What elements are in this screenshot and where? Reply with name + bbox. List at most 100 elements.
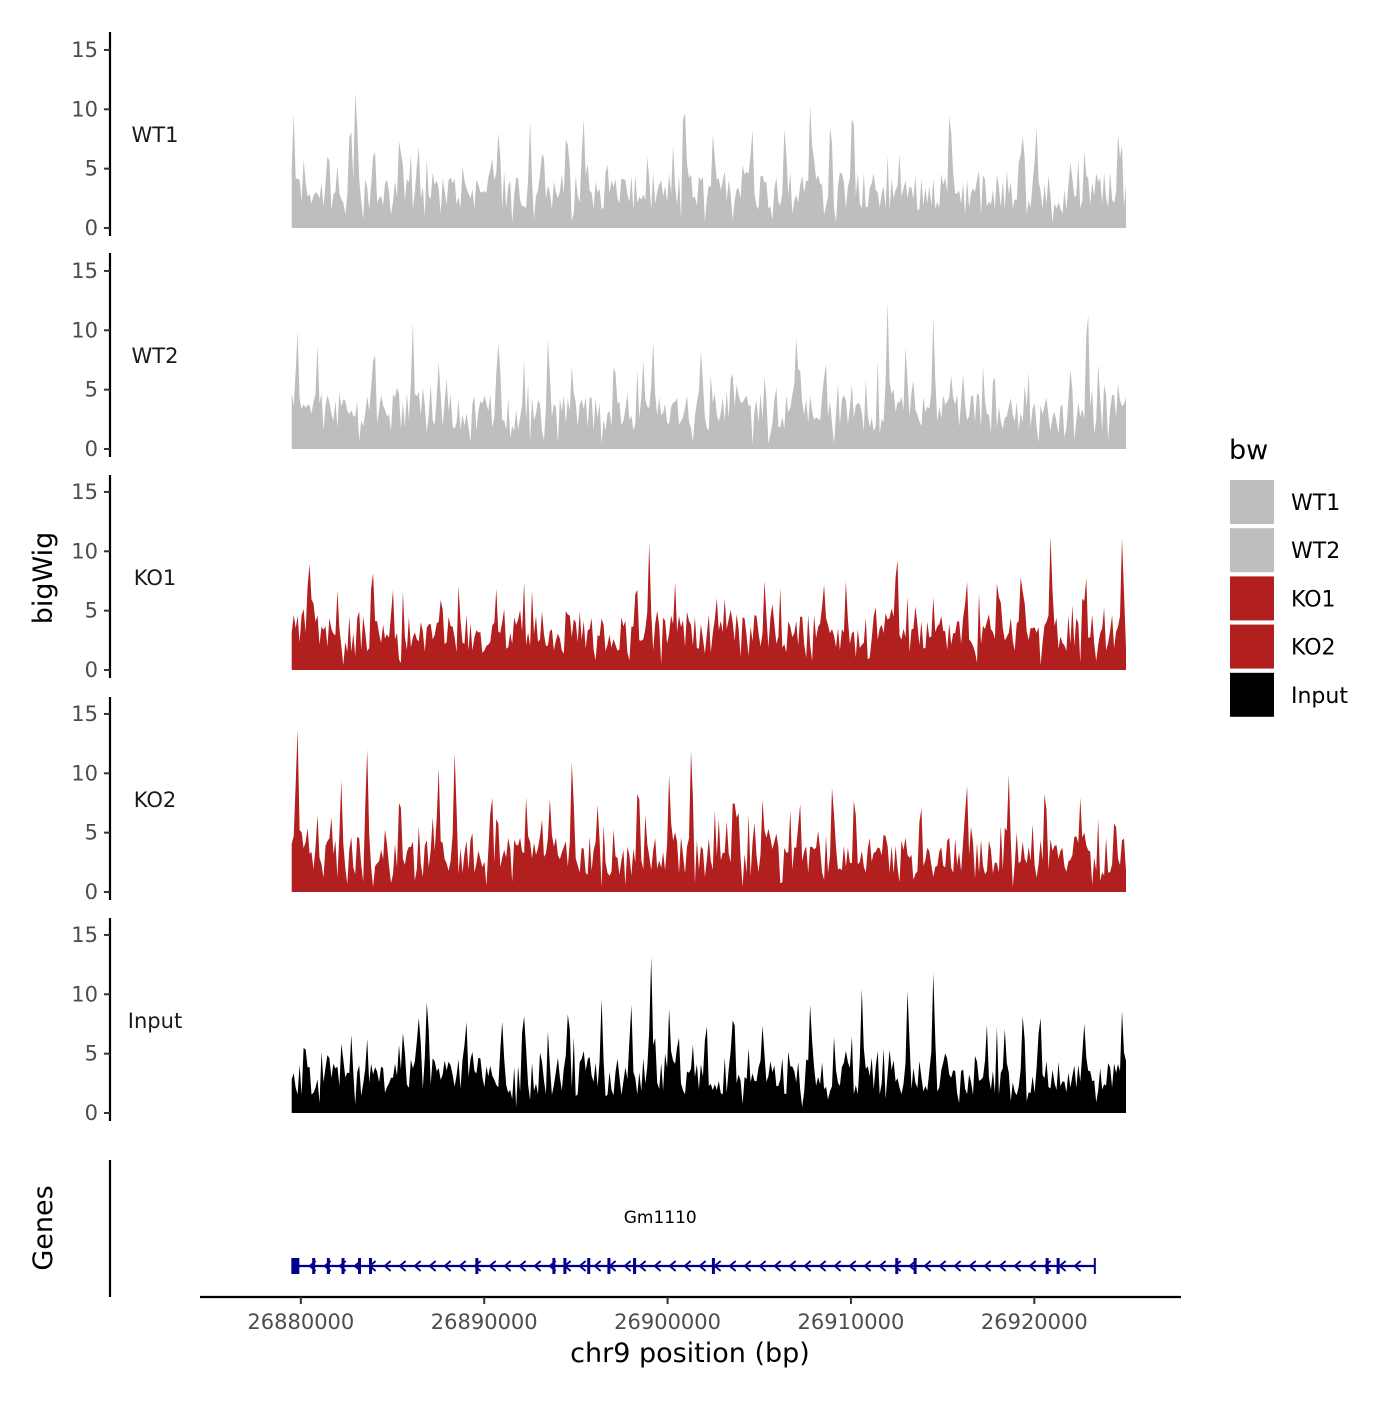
strand-arrow xyxy=(878,1260,887,1272)
track-area-wt2 xyxy=(291,301,1126,449)
legend-label-input: Input xyxy=(1291,684,1348,709)
strand-arrow xyxy=(653,1260,662,1272)
gene-exon xyxy=(1056,1258,1060,1274)
gene-exon xyxy=(607,1258,611,1274)
track-area-input xyxy=(291,957,1126,1113)
gene-exon xyxy=(369,1258,373,1274)
strand-arrow xyxy=(503,1260,512,1272)
gene-track: Gm1110 xyxy=(291,1208,1096,1274)
strand-arrow xyxy=(1028,1260,1037,1272)
gene-exon xyxy=(895,1258,899,1274)
legend-label-wt1: WT1 xyxy=(1291,491,1340,516)
strand-arrow xyxy=(833,1260,842,1272)
strand-arrow xyxy=(998,1260,1007,1272)
strand-arrow xyxy=(923,1260,932,1272)
track-wt2: WT2 xyxy=(132,301,1126,449)
gene-exon xyxy=(913,1258,917,1274)
y-axis-title: bigWig xyxy=(28,532,59,625)
y-tick-label: 10 xyxy=(71,539,98,563)
y-tick-label: 15 xyxy=(71,259,98,283)
x-tick-label: 26900000 xyxy=(614,1310,721,1334)
gene-exon xyxy=(358,1258,362,1274)
genes-lane-label: Genes xyxy=(28,1185,59,1270)
track-label-wt1: WT1 xyxy=(132,123,179,147)
track-label-ko1: KO1 xyxy=(134,566,177,590)
track-area-wt1 xyxy=(291,92,1126,228)
strand-arrow xyxy=(1073,1260,1082,1272)
legend: bw WT1 WT2 KO1 KO2 Input xyxy=(1229,435,1348,717)
strand-arrow xyxy=(773,1260,782,1272)
strand-arrow xyxy=(863,1260,872,1272)
track-area-ko1 xyxy=(291,536,1126,670)
gene-exon xyxy=(291,1258,300,1274)
strand-arrow xyxy=(413,1260,422,1272)
gene-exon xyxy=(341,1258,345,1274)
legend-title: bw xyxy=(1229,435,1268,466)
strand-arrow xyxy=(1043,1260,1052,1272)
strand-arrow xyxy=(728,1260,737,1272)
y-tick-label: 15 xyxy=(71,923,98,947)
y-tick-label: 0 xyxy=(85,216,98,240)
track-wt1: WT1 xyxy=(132,92,1126,228)
strand-arrow xyxy=(938,1260,947,1272)
gene-exon xyxy=(711,1258,715,1274)
y-tick-label: 5 xyxy=(85,157,98,181)
strand-arrow xyxy=(458,1260,467,1272)
y-tick-label: 15 xyxy=(71,480,98,504)
strand-arrow xyxy=(518,1260,527,1272)
strand-arrow xyxy=(983,1260,992,1272)
legend-key-ko2 xyxy=(1230,624,1274,669)
y-tick-label: 15 xyxy=(71,38,98,62)
strand-arrow xyxy=(398,1260,407,1272)
strand-arrow xyxy=(668,1260,677,1272)
strand-arrow xyxy=(428,1260,437,1272)
x-tick-label: 26910000 xyxy=(797,1310,904,1334)
strand-arrow xyxy=(1058,1260,1067,1272)
strand-arrow xyxy=(383,1260,392,1272)
track-ko2: KO2 xyxy=(134,728,1126,892)
legend-label-ko1: KO1 xyxy=(1291,587,1336,612)
gene-exon xyxy=(552,1258,556,1274)
x-tick-label: 26880000 xyxy=(247,1310,354,1334)
y-tick-label: 15 xyxy=(71,702,98,726)
strand-arrow xyxy=(593,1260,602,1272)
gene-exon xyxy=(633,1258,637,1274)
y-tick-label: 0 xyxy=(85,437,98,461)
strand-arrow xyxy=(893,1260,902,1272)
strand-arrow xyxy=(443,1260,452,1272)
y-tick-label: 5 xyxy=(85,378,98,402)
legend-label-ko2: KO2 xyxy=(1291,636,1336,661)
gene-exon xyxy=(326,1258,330,1274)
bigwig-tracks: WT1 WT2 KO1 KO2 Input xyxy=(128,92,1126,1113)
x-axis-title: chr9 position (bp) xyxy=(570,1338,810,1369)
track-ko1: KO1 xyxy=(134,536,1126,670)
y-tick-label: 5 xyxy=(85,599,98,623)
strand-arrow xyxy=(578,1260,587,1272)
y-tick-label: 0 xyxy=(85,658,98,682)
y-tick-label: 10 xyxy=(71,761,98,785)
gene-name-label: Gm1110 xyxy=(624,1208,697,1228)
y-tick-label: 10 xyxy=(71,97,98,121)
y-tick-label: 5 xyxy=(85,1042,98,1066)
strand-arrow xyxy=(803,1260,812,1272)
strand-arrow xyxy=(473,1260,482,1272)
legend-key-ko1 xyxy=(1230,576,1274,621)
gene-exon xyxy=(563,1258,567,1274)
track-input: Input xyxy=(128,957,1126,1113)
y-tick-label: 5 xyxy=(85,821,98,845)
strand-arrow xyxy=(953,1260,962,1272)
track-area-ko2 xyxy=(291,728,1126,892)
track-label-input: Input xyxy=(128,1009,182,1033)
legend-key-input xyxy=(1230,672,1274,717)
gene-exon xyxy=(312,1258,316,1274)
legend-key-wt1 xyxy=(1230,480,1274,524)
strand-arrow xyxy=(848,1260,857,1272)
x-tick-label: 26890000 xyxy=(431,1310,538,1334)
strand-arrow xyxy=(533,1260,542,1272)
strand-arrow xyxy=(758,1260,767,1272)
strand-arrow xyxy=(638,1260,647,1272)
gene-exon xyxy=(1045,1258,1049,1274)
y-tick-label: 0 xyxy=(85,880,98,904)
